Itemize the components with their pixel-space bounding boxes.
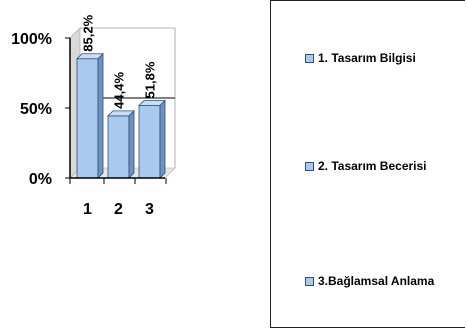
legend-item-1: 1. Tasarım Bilgisi bbox=[305, 51, 416, 65]
x-tick-label-3: 3 bbox=[145, 201, 154, 218]
y-axis-tick-labels: 0% 50% 100% bbox=[11, 31, 70, 188]
y-tick-label: 100% bbox=[11, 31, 52, 48]
legend-item-3: 3.Bağlamsal Anlama bbox=[305, 274, 434, 288]
bar-side bbox=[97, 52, 104, 179]
bar-2 bbox=[107, 109, 135, 179]
bar-top bbox=[107, 110, 135, 117]
bar-side bbox=[159, 99, 166, 179]
x-tick-label-1: 1 bbox=[83, 201, 92, 218]
x-tick-label-2: 2 bbox=[114, 201, 123, 218]
legend-label-3: 3.Bağlamsal Anlama bbox=[318, 274, 435, 288]
legend-swatch-2 bbox=[305, 161, 314, 171]
bar-top bbox=[138, 100, 166, 106]
bar-3 bbox=[138, 99, 166, 179]
back-wall-outline bbox=[80, 27, 176, 168]
bar-front bbox=[138, 105, 161, 179]
data-label-3: 51,8% bbox=[143, 61, 158, 98]
axes bbox=[69, 38, 167, 184]
y-tick-label: 50% bbox=[20, 101, 52, 118]
data-labels: 85,2% 44,4% 51,8% bbox=[81, 14, 158, 108]
data-label-1: 85,2% bbox=[81, 14, 96, 51]
x-axis-category-labels: 1 2 3 bbox=[83, 201, 154, 218]
legend: 1. Tasarım Bilgisi 2. Tasarım Becerisi 3… bbox=[270, 0, 465, 328]
legend-swatch-3 bbox=[305, 276, 314, 286]
legend-label-2: 2. Tasarım Becerisi bbox=[318, 159, 427, 173]
data-label-2: 44,4% bbox=[112, 72, 127, 109]
bar-front bbox=[76, 58, 99, 179]
legend-label-1: 1. Tasarım Bilgisi bbox=[318, 51, 416, 65]
y-tick-label: 0% bbox=[29, 171, 52, 188]
bar-front bbox=[107, 115, 130, 179]
bar-chart: 0% 50% 100% 1 2 3 85,2% 44,4% 51,8% bbox=[11, 14, 176, 218]
legend-swatch-1 bbox=[305, 53, 314, 63]
legend-item-2: 2. Tasarım Becerisi bbox=[305, 159, 427, 173]
bar-side bbox=[128, 109, 135, 179]
bar-top bbox=[76, 53, 104, 60]
bars bbox=[76, 52, 166, 179]
bar-1 bbox=[76, 52, 104, 179]
